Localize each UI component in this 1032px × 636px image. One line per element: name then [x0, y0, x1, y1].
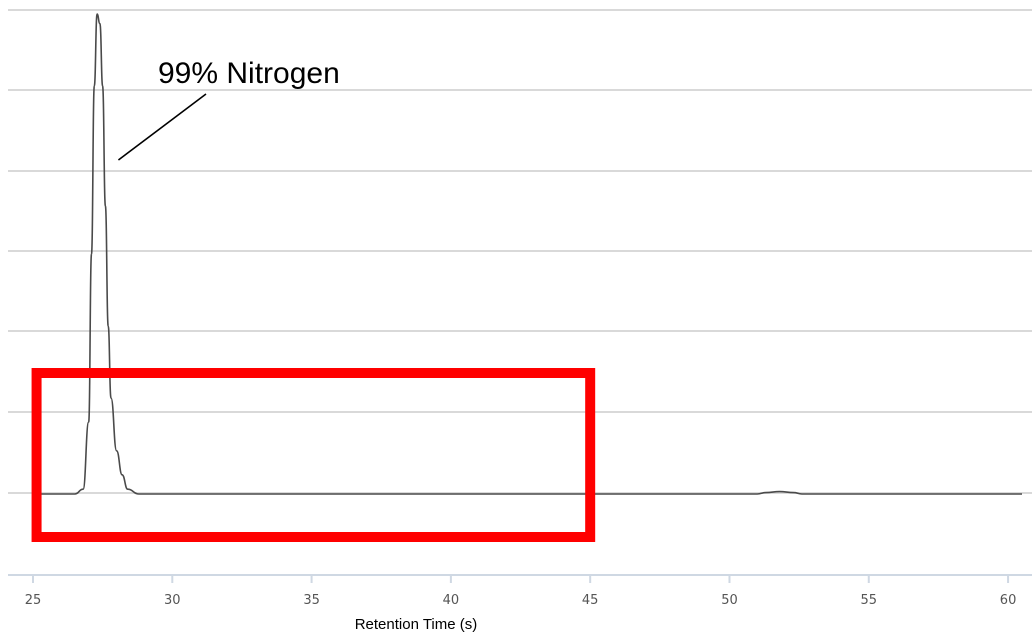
- peak-annotation-label: 99% Nitrogen: [158, 57, 340, 90]
- annotation-leader-line: [117, 93, 207, 161]
- x-tick-label: 25: [25, 593, 42, 608]
- x-tick-label: 30: [164, 593, 181, 608]
- x-tick-label: 60: [1000, 593, 1017, 608]
- x-tick-label: 35: [303, 593, 320, 608]
- x-tick-label: 55: [861, 593, 878, 608]
- grid-lines: [8, 9, 1032, 494]
- highlight-box: [31, 368, 596, 542]
- chromatogram-trace: [33, 13, 1022, 495]
- x-axis-title: Retention Time (s): [355, 616, 478, 633]
- trace-layer: [33, 13, 1022, 495]
- x-tick-label: 50: [721, 593, 738, 608]
- annotation-layer: 99% Nitrogen: [31, 57, 596, 542]
- x-tick-label: 45: [582, 593, 599, 608]
- x-axis: 25 30 35 40 45 50 55 60 Retention Time (s): [8, 574, 1032, 633]
- x-tick-label: 40: [443, 593, 460, 608]
